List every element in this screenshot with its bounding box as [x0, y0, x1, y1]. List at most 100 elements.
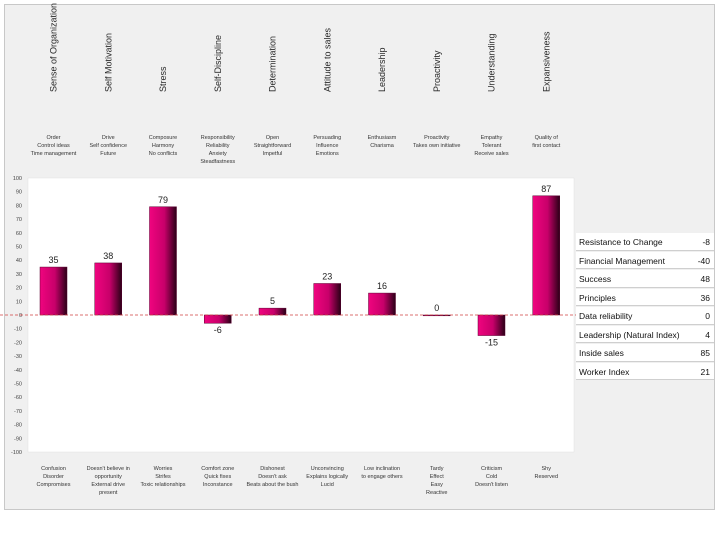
bottom-descriptor: Quick fixes: [204, 474, 231, 480]
top-descriptor: Straightforward: [254, 143, 291, 149]
bottom-descriptor: Reactive: [426, 490, 447, 496]
top-descriptor: Harmony: [152, 143, 175, 149]
top-descriptor: Open: [266, 135, 279, 141]
bottom-descriptor: Confusion: [41, 466, 66, 472]
top-descriptor: Time management: [31, 151, 77, 157]
bottom-descriptor: Criticism: [481, 466, 502, 472]
top-descriptor: Takes own initiative: [413, 143, 460, 149]
category-label: Sense of Organization: [49, 3, 59, 92]
index-label: Financial Management: [579, 255, 665, 266]
bar: [532, 195, 560, 316]
y-tick-label: -40: [14, 368, 22, 374]
index-label: Resistance to Change: [579, 237, 663, 247]
bottom-descriptor: Doesn't listen: [475, 482, 508, 488]
top-descriptor: Emotions: [316, 151, 339, 157]
bottom-descriptor: Beats about the bush: [247, 482, 299, 488]
index-label: Principles: [579, 292, 616, 303]
category-label: Stress: [158, 66, 168, 92]
top-descriptor: Responsibility: [201, 135, 235, 141]
y-tick-label: 80: [16, 203, 22, 209]
bottom-descriptor: Strifes: [155, 474, 171, 480]
data-label: -6: [214, 325, 222, 335]
top-descriptor: Future: [100, 151, 116, 157]
index-row: Success 48: [576, 270, 714, 288]
index-value: -8: [702, 237, 710, 247]
y-tick-label: -10: [14, 327, 22, 333]
bottom-descriptor: Doesn't believe in: [87, 466, 130, 472]
bottom-descriptor: Worries: [154, 466, 173, 472]
category-label: Understanding: [487, 33, 497, 92]
index-label: Success: [579, 274, 612, 284]
y-tick-label: -30: [14, 354, 22, 360]
bottom-descriptor: External drive: [91, 482, 125, 488]
top-descriptor: Charisma: [370, 143, 394, 149]
top-descriptor: Enthusiasm: [368, 135, 397, 141]
bottom-descriptor: Dishonest: [260, 466, 285, 472]
y-tick-label: 20: [16, 286, 22, 292]
y-tick-label: 70: [16, 217, 22, 223]
top-descriptor: No conflicts: [149, 151, 178, 157]
top-descriptor: Reliability: [206, 143, 230, 149]
y-tick-label: -20: [14, 340, 22, 346]
bar: [258, 307, 287, 316]
data-label: 23: [322, 271, 332, 281]
index-value: 48: [700, 274, 710, 284]
bar: [94, 262, 122, 316]
index-label: Leadership (Natural Index): [579, 329, 680, 340]
y-tick-label: -60: [14, 395, 22, 401]
category-label: Expansiveness: [541, 31, 551, 92]
category-label: Self Motivation: [103, 33, 113, 92]
y-tick-label: 50: [16, 245, 22, 251]
category-label: Self-Discipline: [213, 35, 223, 92]
bottom-descriptor: present: [99, 490, 118, 496]
bar: [204, 314, 232, 324]
index-value: 4: [705, 329, 710, 340]
top-descriptor: Quality of: [535, 135, 559, 141]
top-descriptor: Proactivity: [424, 135, 450, 141]
bar: [313, 283, 341, 316]
bottom-descriptor: Cold: [486, 474, 497, 480]
index-row: Principles 36: [576, 288, 714, 306]
top-descriptor: Receive sales: [474, 151, 508, 157]
data-label: 16: [377, 281, 387, 291]
top-descriptor: Steadfastness: [200, 159, 235, 165]
data-label: 87: [541, 184, 551, 194]
bottom-descriptor: Tardy: [430, 466, 444, 472]
index-value: -40: [697, 255, 710, 266]
bottom-descriptor: Disorder: [43, 474, 64, 480]
bar: [368, 292, 396, 316]
category-label: Attitude to sales: [322, 27, 332, 92]
bottom-descriptor: to engage others: [361, 474, 403, 480]
category-label: Leadership: [377, 47, 387, 92]
bottom-descriptor: Shy: [542, 466, 552, 472]
bar: [39, 266, 68, 316]
index-row: Worker Index 21: [576, 362, 714, 380]
index-value: 0: [705, 311, 710, 321]
y-tick-label: 30: [16, 272, 22, 278]
top-descriptor: first contact: [532, 143, 561, 149]
y-tick-label: 10: [16, 299, 22, 305]
top-descriptor: Influence: [316, 143, 338, 149]
y-tick-label: -80: [14, 423, 22, 429]
index-value: 21: [700, 366, 710, 377]
y-tick-label: -70: [14, 409, 22, 415]
y-tick-label: -100: [11, 450, 22, 456]
top-descriptor: Order: [46, 135, 60, 141]
index-row: Leadership (Natural Index) 4: [576, 325, 714, 343]
top-descriptor: Composure: [149, 135, 177, 141]
y-tick-label: 90: [16, 190, 22, 196]
data-label: 38: [103, 251, 113, 261]
y-tick-label: 40: [16, 258, 22, 264]
top-descriptor: Control ideas: [37, 143, 70, 149]
index-value: 36: [700, 292, 710, 303]
top-descriptor: Anxiety: [209, 151, 227, 157]
top-descriptor: Impetful: [263, 151, 283, 157]
top-descriptor: Drive: [102, 135, 115, 141]
index-value: 85: [700, 348, 710, 358]
index-label: Worker Index: [579, 366, 630, 377]
bottom-descriptor: Reserved: [534, 474, 558, 480]
top-descriptor: Empathy: [481, 135, 503, 141]
bottom-descriptor: opportunity: [95, 474, 122, 480]
data-label: 35: [48, 255, 58, 265]
